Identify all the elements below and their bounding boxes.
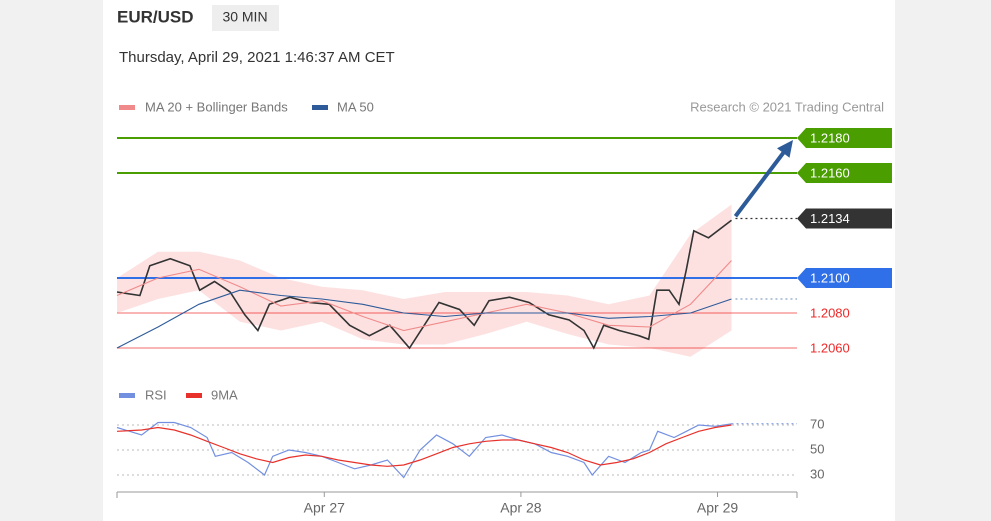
level-tag: [797, 128, 892, 148]
legend-swatch: [186, 393, 202, 398]
x-tick-label: Apr 27: [304, 500, 345, 516]
legend-label: MA 20 + Bollinger Bands: [145, 99, 288, 114]
level-tag: [797, 163, 892, 183]
level-label: 1.2080: [810, 305, 850, 320]
target-arrow: [733, 146, 789, 218]
ma-line: [116, 260, 732, 332]
credit: Research © 2021 Trading Central: [690, 99, 884, 114]
legend-swatch: [312, 105, 328, 110]
level-label: 1.2100: [810, 270, 850, 285]
level-tag: [797, 208, 892, 229]
interval-box: [212, 5, 279, 31]
level-label: 1.2160: [810, 165, 850, 180]
legend-label: RSI: [145, 387, 167, 402]
y-tick-label: 50: [810, 441, 824, 456]
level-label: 1.2134: [810, 211, 850, 226]
legend-swatch: [119, 105, 135, 110]
ma-line: [116, 289, 732, 349]
y-tick-label: 70: [810, 416, 824, 431]
level-label: 1.2180: [810, 130, 850, 145]
level-label: 1.2060: [810, 340, 850, 355]
indicator-line: [116, 424, 732, 467]
x-tick-label: Apr 29: [697, 500, 738, 516]
x-tick-label: Apr 28: [500, 500, 541, 516]
legend-label: MA 50: [337, 99, 374, 114]
y-tick-label: 30: [810, 466, 824, 481]
interval: 30 MIN: [222, 9, 267, 25]
timestamp: Thursday, April 29, 2021 1:46:37 AM CET: [119, 49, 395, 66]
target-arrow-head: [777, 140, 793, 158]
price-line: [116, 219, 732, 350]
legend-swatch: [119, 393, 135, 398]
bollinger-band: [117, 204, 732, 357]
level-tag: [797, 268, 892, 288]
symbol: EUR/USD: [117, 7, 194, 26]
legend-label: 9MA: [211, 387, 238, 402]
indicator-line: [116, 421, 732, 479]
